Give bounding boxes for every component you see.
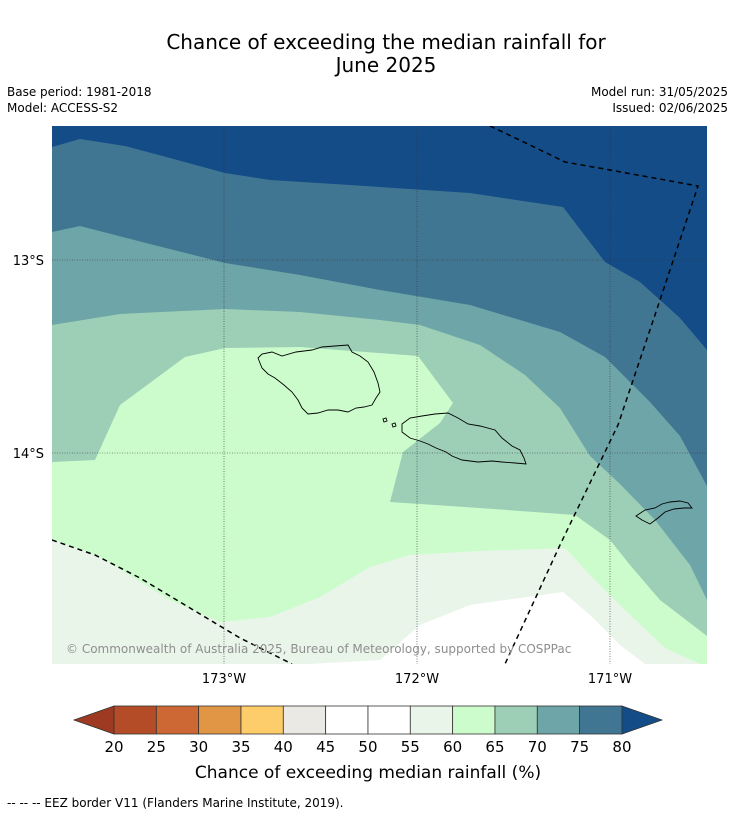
colorbar-label: Chance of exceeding median rainfall (%) [195, 763, 541, 783]
eez-footnote: -- -- -- EEZ border V11 (Flanders Marine… [7, 796, 344, 810]
island-tutuila [635, 500, 693, 525]
eez-border-south [52, 539, 293, 664]
colorbar-tick-label: 65 [485, 738, 504, 756]
issued-date: Issued: 02/06/2025 [612, 101, 728, 115]
eez-border [52, 126, 699, 664]
colorbar-segment [198, 705, 242, 735]
colorbar-segment [325, 705, 369, 735]
colorbar-tick-label: 60 [443, 738, 462, 756]
colorbar-segment [240, 705, 284, 735]
colorbar-tick-label: 55 [401, 738, 420, 756]
colorbar-segment [536, 705, 581, 735]
base-period: Base period: 1981-2018 [7, 85, 152, 99]
axis-labels: 13°S 14°S 173°W 172°W 171°W [13, 254, 633, 687]
colorbar-tick-label: 80 [612, 738, 631, 756]
lat-label-13s: 13°S [13, 254, 44, 269]
colorbar-tick-label: 50 [358, 738, 377, 756]
lon-label-172w: 172°W [395, 672, 439, 687]
meta-right: Model run: 31/05/2025 Issued: 02/06/2025 [591, 84, 728, 116]
colorbar-tick-label: 40 [274, 738, 293, 756]
lon-label-173w: 173°W [202, 672, 246, 687]
lat-label-14s: 14°S [13, 447, 44, 462]
band-50-55 [310, 592, 645, 664]
colorbar-tick-label: 70 [528, 738, 547, 756]
meta-left: Base period: 1981-2018 Model: ACCESS-S2 [7, 84, 152, 116]
colorbar-tick-label: 75 [570, 738, 589, 756]
colorbar-segment [452, 705, 496, 735]
colorbar-segment [579, 705, 623, 735]
colorbar-tick-label: 20 [104, 738, 123, 756]
colorbar: 20 25 30 35 40 45 50 55 60 65 70 75 80 [72, 705, 664, 756]
colorbar-segment [113, 705, 157, 735]
lon-label-171w: 171°W [588, 672, 632, 687]
colorbar-tick-label: 25 [147, 738, 166, 756]
colorbar-extend-high [621, 705, 664, 735]
graticule [52, 126, 707, 664]
model-name: Model: ACCESS-S2 [7, 101, 119, 115]
title-line-1: Chance of exceeding the median rainfall … [166, 30, 606, 54]
copyright-text: © Commonwealth of Australia 2025, Bureau… [66, 642, 571, 656]
colorbar-segment [282, 705, 327, 735]
island-apolima [391, 422, 397, 428]
island-manono [382, 417, 388, 423]
colorbar-tick-label: 30 [189, 738, 208, 756]
island-upolu [401, 412, 527, 465]
colorbar-extend-low [72, 705, 115, 735]
rainfall-map: © Commonwealth of Australia 2025, Bureau… [52, 126, 707, 664]
colorbar-tick-label: 45 [316, 738, 335, 756]
model-run: Model run: 31/05/2025 [590, 85, 728, 99]
colorbar-segment [494, 705, 538, 735]
map-title: Chance of exceeding the median rainfall … [0, 31, 736, 77]
colorbar-segment [409, 705, 454, 735]
colorbar-segment [367, 705, 411, 735]
islands [257, 344, 693, 525]
colorbar-segment [155, 705, 200, 735]
island-savaii [257, 344, 381, 415]
eez-border-east [489, 126, 699, 664]
title-line-2: June 2025 [335, 53, 437, 77]
colorbar-tick-label: 35 [231, 738, 250, 756]
